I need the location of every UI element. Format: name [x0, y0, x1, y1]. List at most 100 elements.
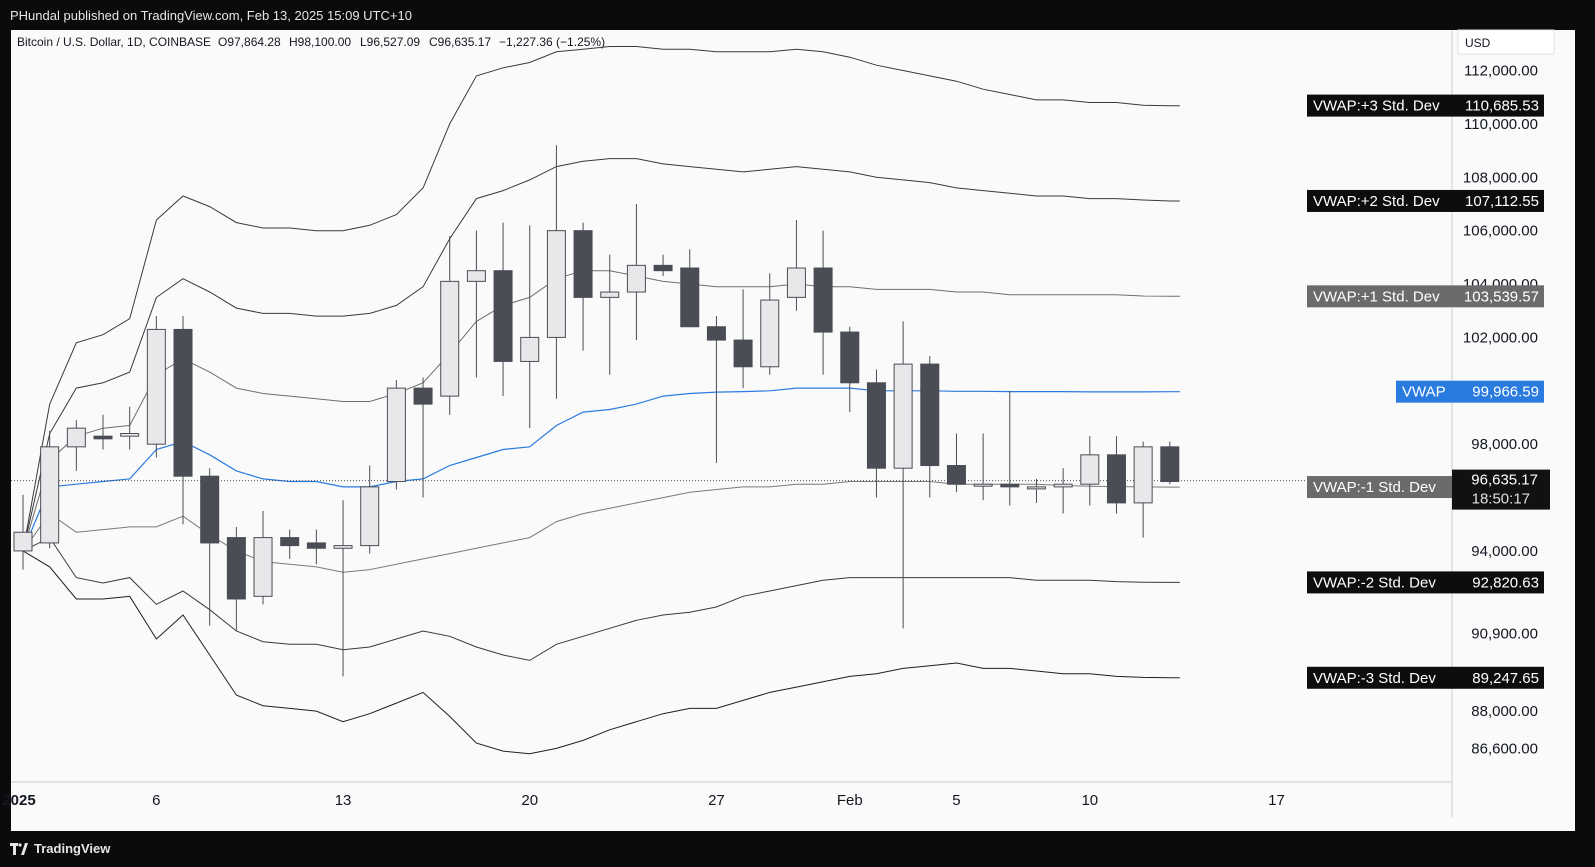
candle-body: [1053, 483, 1073, 488]
time-tick-label: Feb: [837, 792, 863, 809]
candle-body: [13, 531, 33, 552]
band-value-label: 107,112.55: [1465, 193, 1539, 210]
countdown-timer: 18:50:17: [1472, 491, 1530, 508]
price-tick-label: 108,000.00: [1463, 169, 1538, 186]
band-name-tag: [1307, 285, 1452, 308]
time-tick-label: 10: [1081, 792, 1098, 809]
legend-symbol: Bitcoin / U.S. Dollar, 1D, COINBASE: [17, 35, 211, 49]
footer: TradingView: [10, 841, 110, 856]
band-line-4: [22, 481, 1180, 573]
legend-low: L96,527.09: [360, 35, 420, 49]
candle-body: [946, 465, 966, 485]
band-value-tag: [1452, 666, 1544, 689]
band-name-label: VWAP:-2 Std. Dev: [1313, 574, 1436, 591]
time-tick-label: 20: [521, 792, 538, 809]
price-tick-label: 86,600.00: [1471, 740, 1538, 757]
time-axis: 2025 6 13 20 27 Feb 5 10 17: [2, 792, 1285, 809]
time-tick-label: 17: [1268, 792, 1285, 809]
chart-frame: [11, 30, 1575, 831]
currency-label: USD: [1465, 36, 1491, 50]
price-tick-label: 102,000.00: [1463, 329, 1538, 346]
vwap-bands: [11, 46, 1452, 755]
band-value-tag: [1452, 380, 1544, 403]
legend-open: O97,864.28: [218, 35, 281, 49]
time-tick-label: 2025: [2, 792, 35, 809]
band-name-tag: [1396, 380, 1452, 403]
candle-body: [520, 336, 540, 362]
candle-body: [253, 537, 273, 597]
candle-body: [813, 267, 833, 333]
band-name-tag: [1307, 94, 1452, 117]
candle-body: [573, 230, 593, 298]
candle-body: [546, 230, 566, 338]
candle-body: [893, 363, 913, 469]
candle-body: [40, 446, 60, 544]
band-value-tag: [1452, 571, 1544, 594]
currency-box[interactable]: [1457, 29, 1555, 55]
price-tick-label: 112,000.00: [1464, 63, 1538, 80]
price-tick-label: 110,000.00: [1464, 116, 1538, 133]
candle-body: [600, 291, 620, 298]
candle-body: [1026, 486, 1046, 490]
candle-body: [466, 270, 486, 282]
candle-body: [200, 475, 220, 544]
candle-body: [626, 264, 646, 293]
candle-body: [226, 537, 246, 600]
band-value-tag: [1452, 189, 1544, 212]
legend-change: −1,227.36 (−1.25%): [499, 35, 605, 49]
band-value-label: 89,247.65: [1472, 670, 1539, 687]
candle-body: [440, 280, 460, 397]
time-tick-label: 5: [952, 792, 960, 809]
band-name-tag: [1307, 666, 1452, 689]
band-name-tag: [1307, 571, 1452, 594]
price-tick-label: 106,000.00: [1463, 223, 1538, 240]
price-axis: 112,000.00 110,000.00 108,000.00 106,000.00…: [1463, 63, 1538, 758]
band-value-tag: [1452, 285, 1544, 308]
candle-body: [493, 270, 513, 362]
band-name-label: VWAP: [1402, 384, 1446, 401]
band-name-tag: [1307, 189, 1452, 212]
price-tick-label: 98,000.00: [1471, 436, 1538, 453]
candle-body: [1160, 446, 1180, 483]
candles: [13, 145, 1180, 677]
band-labels: VWAP 99,966.59 VWAP:+1 Std. Dev 103,539.57 V…: [1307, 94, 1550, 689]
band-line-2: [22, 158, 1180, 552]
candle-body: [680, 267, 700, 328]
candle-body: [1080, 454, 1100, 485]
time-tick-label: 27: [708, 792, 725, 809]
band-line-6: [22, 550, 1180, 755]
band-value-label: 99,966.59: [1472, 384, 1539, 401]
candle-body: [66, 427, 86, 448]
candle-body: [973, 483, 993, 487]
last-price-value: 96,635.17: [1471, 472, 1538, 489]
band-name-label: VWAP:-1 Std. Dev: [1313, 479, 1436, 496]
band-name-label: VWAP:+3 Std. Dev: [1313, 98, 1440, 115]
candle-body: [1000, 483, 1020, 488]
publish-header: PHundal published on TradingView.com, Fe…: [0, 0, 1595, 30]
band-value-label: 103,539.57: [1464, 288, 1539, 305]
band-value-label: 110,685.53: [1465, 98, 1539, 115]
candle-body: [93, 435, 113, 440]
candle-body: [1106, 454, 1126, 504]
candle-body: [146, 328, 166, 445]
candle-body: [760, 299, 780, 368]
footer-brand: TradingView: [34, 841, 111, 856]
band-name-label: VWAP:-3 Std. Dev: [1313, 670, 1436, 687]
candle-body: [280, 537, 300, 547]
legend-high: H98,100.00: [289, 35, 351, 49]
band-name-label: VWAP:+2 Std. Dev: [1313, 193, 1440, 210]
candle-body: [733, 339, 753, 368]
publish-text: PHundal published on TradingView.com, Fe…: [10, 8, 412, 23]
candle-body: [653, 264, 673, 272]
candle-body: [306, 542, 326, 549]
band-name-tag: [1307, 476, 1452, 499]
price-tick-label: 94,000.00: [1471, 543, 1538, 560]
band-line-0: [22, 387, 1180, 552]
tradingview-logo-icon: [10, 842, 28, 855]
candle-body: [920, 363, 940, 467]
last-price-tag: [1452, 469, 1550, 510]
band-line-3: [22, 46, 1180, 551]
band-value-tag: [1452, 94, 1544, 117]
band-name-label: VWAP:+1 Std. Dev: [1313, 288, 1440, 305]
